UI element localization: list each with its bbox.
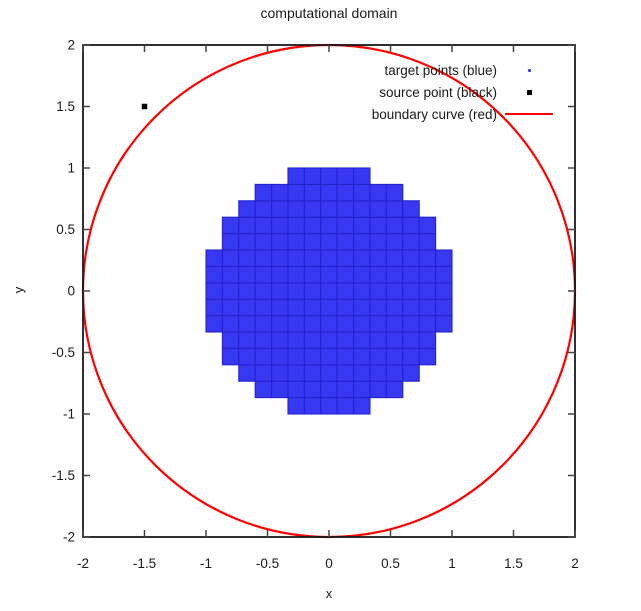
x-axis-label: x [325, 586, 333, 601]
x-tick-label: -0.5 [256, 556, 279, 571]
x-tick-label: 0.5 [381, 556, 400, 571]
y-tick-label: -1.5 [52, 468, 75, 483]
y-tick-label: -2 [63, 530, 75, 545]
x-tick-label: -2 [77, 556, 89, 571]
x-tick-label: 1.5 [504, 556, 523, 571]
y-tick-label: 2 [67, 38, 75, 53]
legend-label-boundary-curve: boundary curve (red) [371, 106, 497, 122]
black-square-icon [526, 89, 532, 95]
legend-item-target-points: target points (blue) [372, 59, 561, 81]
y-tick-label: 0.5 [56, 222, 75, 237]
legend-marker-area [497, 112, 561, 116]
x-tick-label: 1 [448, 556, 456, 571]
target-points-grid [205, 167, 453, 415]
y-tick-label: -1 [63, 407, 75, 422]
y-tick-label: 1.5 [56, 99, 75, 114]
legend-item-boundary-curve: boundary curve (red) [372, 103, 561, 125]
x-tick-label: 2 [571, 556, 579, 571]
legend: target points (blue) source point (black… [372, 59, 561, 125]
x-tick-label: -1 [200, 556, 212, 571]
legend-item-source-point: source point (black) [372, 81, 561, 103]
red-line-icon [505, 112, 553, 116]
y-tick-label: 1 [67, 161, 75, 176]
blue-dot-icon [527, 68, 531, 72]
legend-label-source-point: source point (black) [379, 84, 497, 100]
x-tick-label: 0 [325, 556, 333, 571]
source-point [141, 103, 148, 110]
y-tick-label: -0.5 [52, 345, 75, 360]
y-tick-label: 0 [67, 284, 75, 299]
chart-title: computational domain [260, 5, 398, 21]
x-tick-label: -1.5 [133, 556, 156, 571]
legend-marker-area [497, 89, 561, 95]
legend-marker-area [497, 68, 561, 72]
y-axis-label: y [11, 286, 26, 294]
legend-label-target-points: target points (blue) [384, 62, 497, 78]
